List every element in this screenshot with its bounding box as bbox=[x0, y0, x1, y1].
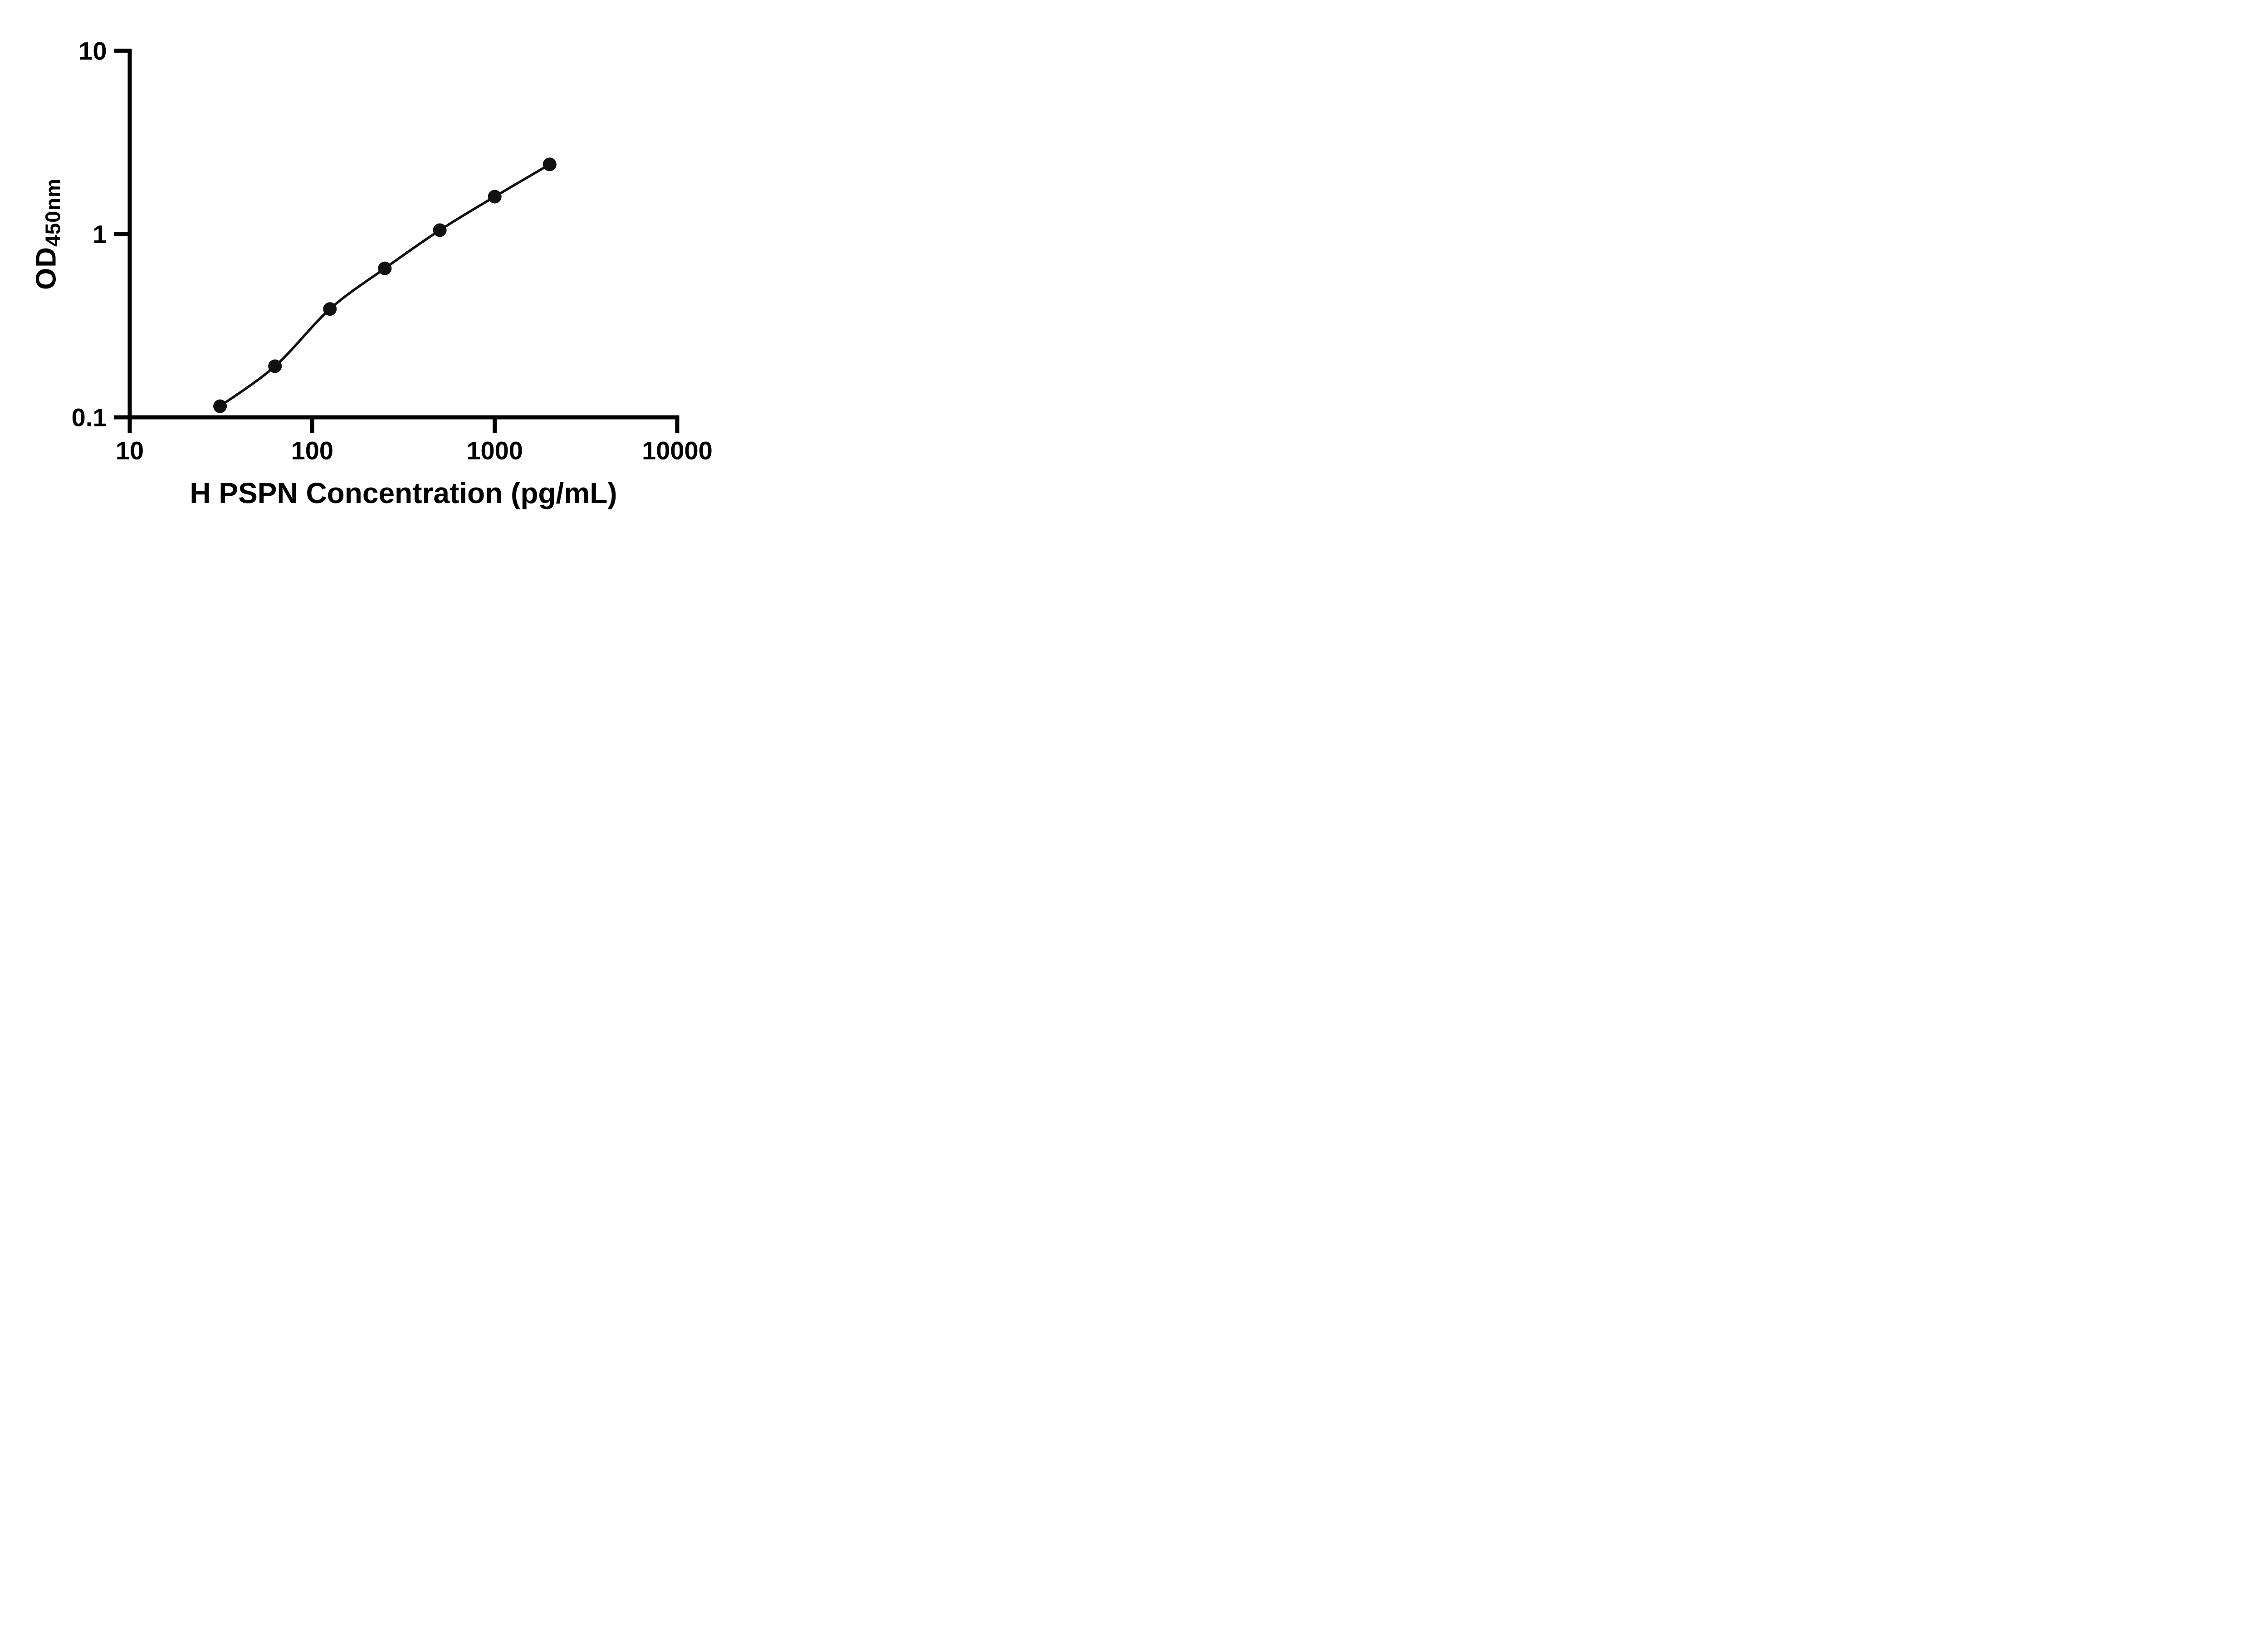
y-axis-title-sub: 450nm bbox=[41, 178, 65, 247]
data-point-marker bbox=[543, 157, 557, 171]
data-point-marker bbox=[323, 302, 337, 316]
y-axis-title-main: OD bbox=[30, 246, 62, 290]
data-point-marker bbox=[268, 359, 282, 373]
y-tick-label: 10 bbox=[78, 37, 107, 65]
x-tick-label: 10000 bbox=[642, 436, 713, 465]
y-tick-label: 0.1 bbox=[72, 403, 107, 432]
x-axis-title: H PSPN Concentration (pg/mL) bbox=[190, 477, 617, 509]
data-point-marker bbox=[433, 223, 447, 237]
data-point-marker bbox=[378, 261, 392, 275]
data-point-marker bbox=[213, 399, 227, 413]
elisa-standard-curve-figure: 0.1 1 10 10 100 1000 10000 OD450nm H PSPN Conc… bbox=[0, 0, 761, 544]
y-axis-title: OD450nm bbox=[30, 178, 65, 290]
y-tick-label: 1 bbox=[93, 220, 107, 249]
x-tick-label: 10 bbox=[116, 436, 144, 465]
x-tick-label: 100 bbox=[291, 436, 333, 465]
x-tick-label: 1000 bbox=[466, 436, 523, 465]
standard-curve-chart: 0.1 1 10 10 100 1000 10000 bbox=[72, 37, 713, 465]
data-point-marker bbox=[488, 190, 502, 204]
